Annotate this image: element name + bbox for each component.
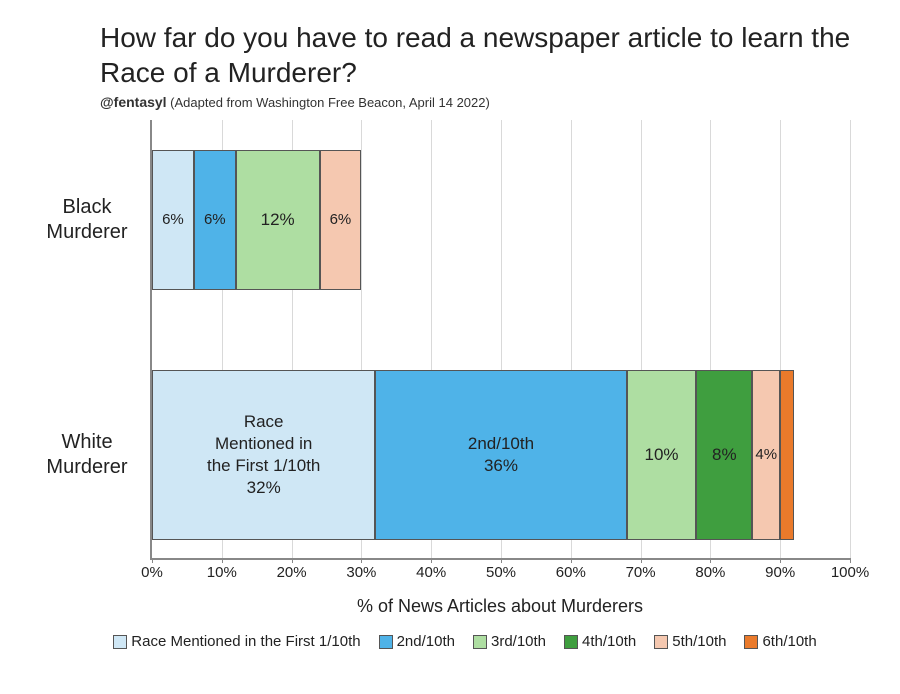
legend-item-d5: 5th/10th (654, 633, 726, 650)
x-tick-mark (152, 558, 153, 563)
x-tick-label: 10% (207, 564, 237, 581)
x-tick-mark (222, 558, 223, 563)
bar-segment-black-d2: 6% (194, 150, 236, 290)
x-tick-label: 50% (486, 564, 516, 581)
legend-swatch (113, 635, 127, 649)
x-tick-mark (431, 558, 432, 563)
x-tick-label: 80% (695, 564, 725, 581)
bar-segment-white-d6 (780, 370, 794, 540)
bar-segment-white-d2: 2nd/10th 36% (375, 370, 626, 540)
legend-swatch (379, 635, 393, 649)
x-tick-mark (710, 558, 711, 563)
legend-item-d3: 3rd/10th (473, 633, 546, 650)
bar-segment-white-d5: 4% (752, 370, 780, 540)
legend-swatch (473, 635, 487, 649)
y-category-black: Black Murderer (32, 195, 152, 245)
legend-item-d6: 6th/10th (744, 633, 816, 650)
x-tick-label: 40% (416, 564, 446, 581)
bar-row-black: 6%6%12%6% (152, 150, 850, 290)
chart-container: How far do you have to read a newspaper … (0, 0, 900, 694)
x-tick-mark (850, 558, 851, 563)
x-tick-mark (780, 558, 781, 563)
x-tick-mark (501, 558, 502, 563)
bars-wrap: 6%6%12%6% Race Mentioned in the First 1/… (152, 120, 850, 558)
bar-segment-black-d3: 12% (236, 150, 320, 290)
legend-swatch (744, 635, 758, 649)
legend-label: 3rd/10th (491, 633, 546, 650)
legend: Race Mentioned in the First 1/10th 2nd/10… (80, 633, 850, 650)
bar-segment-black-d5: 6% (320, 150, 362, 290)
x-tick-label: 20% (277, 564, 307, 581)
legend-swatch (564, 635, 578, 649)
y-category-white: White Murderer (32, 430, 152, 480)
x-tick-label: 30% (346, 564, 376, 581)
x-tick-mark (641, 558, 642, 563)
legend-label: 5th/10th (672, 633, 726, 650)
x-ticks: 0%10%20%30%40%50%60%70%80%90%100% (152, 558, 850, 588)
chart-title: How far do you have to read a newspaper … (100, 20, 870, 90)
gridline (850, 120, 851, 558)
legend-item-d1: Race Mentioned in the First 1/10th (113, 633, 360, 650)
bar-segment-white-d3: 10% (627, 370, 697, 540)
x-tick-label: 70% (626, 564, 656, 581)
x-tick-label: 0% (141, 564, 163, 581)
x-tick-label: 60% (556, 564, 586, 581)
x-tick-mark (292, 558, 293, 563)
legend-item-d2: 2nd/10th (379, 633, 455, 650)
legend-label: 6th/10th (762, 633, 816, 650)
bar-segment-black-d1: 6% (152, 150, 194, 290)
legend-label: 2nd/10th (397, 633, 455, 650)
x-axis-label: % of News Articles about Murderers (150, 596, 850, 617)
legend-item-d4: 4th/10th (564, 633, 636, 650)
x-tick-mark (361, 558, 362, 563)
bar-segment-white-d1: Race Mentioned in the First 1/10th 32% (152, 370, 375, 540)
subtitle-source: (Adapted from Washington Free Beacon, Ap… (167, 95, 490, 110)
plot-area: Black Murderer White Murderer 6%6%12%6% … (150, 120, 850, 560)
chart-subtitle: @fentasyl (Adapted from Washington Free … (100, 94, 870, 110)
bar-segment-white-d4: 8% (696, 370, 752, 540)
x-tick-label: 90% (765, 564, 795, 581)
legend-label: 4th/10th (582, 633, 636, 650)
x-tick-label: 100% (831, 564, 869, 581)
subtitle-handle: @fentasyl (100, 94, 167, 110)
legend-swatch (654, 635, 668, 649)
x-tick-mark (571, 558, 572, 563)
legend-label: Race Mentioned in the First 1/10th (131, 633, 360, 650)
bar-row-white: Race Mentioned in the First 1/10th 32%2n… (152, 370, 850, 540)
